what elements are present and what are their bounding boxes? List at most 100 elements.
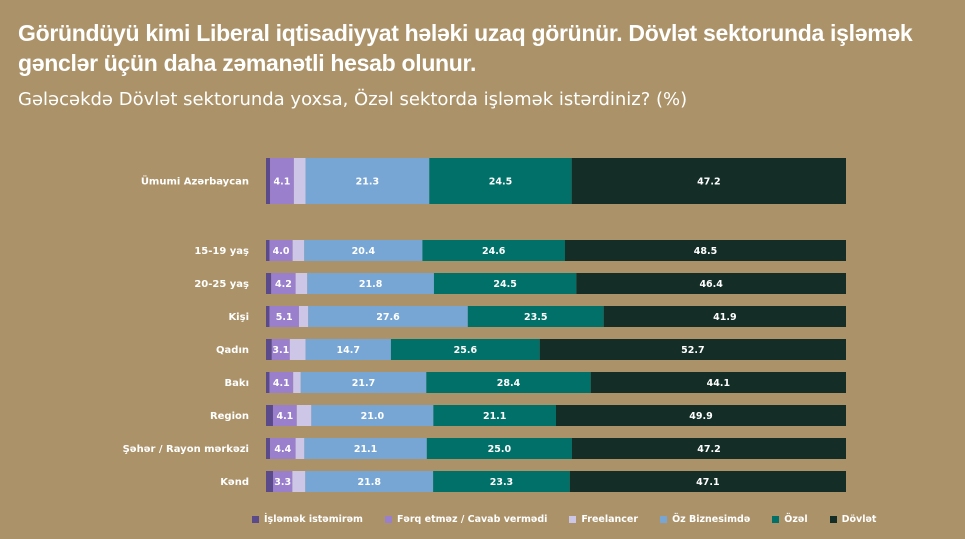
- legend-label: Dövlət: [841, 513, 877, 525]
- category-label: Qadın: [216, 345, 249, 356]
- category-label: Ümumi Azərbaycan: [141, 174, 249, 188]
- bar-segment: [270, 438, 296, 459]
- bar-segment: [307, 273, 434, 294]
- category-label: Region: [210, 411, 249, 422]
- legend-item: Fərq etməz / Cavab vermədi: [384, 513, 548, 525]
- data-label: 21.8: [357, 477, 381, 488]
- bar-segment: [266, 273, 272, 294]
- data-label: 47.1: [696, 477, 719, 488]
- data-label: 52.7: [681, 345, 704, 356]
- bar-segment: [293, 372, 301, 393]
- bar-segment: [433, 471, 570, 492]
- legend-label: Fərq etməz / Cavab vermədi: [396, 513, 548, 525]
- data-label: 47.2: [697, 177, 720, 188]
- bar-segment: [266, 372, 270, 393]
- category-label: 20-25 yaş: [194, 279, 249, 290]
- bar-segment: [266, 240, 270, 261]
- bar-segment: [564, 240, 846, 261]
- data-label: 20.4: [352, 246, 376, 257]
- legend-swatch: [660, 515, 668, 523]
- bar-segment: [422, 240, 565, 261]
- category-label: Kişi: [228, 312, 249, 323]
- data-label: 21.0: [361, 411, 385, 422]
- bar-segment: [556, 405, 846, 426]
- bar-segment: [295, 438, 305, 459]
- bar-segment: [269, 240, 293, 261]
- data-label: 4.2: [275, 279, 292, 290]
- bar-segment: [273, 471, 293, 492]
- data-label: 4.4: [274, 444, 291, 455]
- bar-segment: [426, 372, 591, 393]
- bar-segment: [271, 273, 296, 294]
- data-label: 4.1: [273, 378, 290, 389]
- bar-segment: [433, 273, 577, 294]
- bar-segment: [292, 240, 305, 261]
- bar-segment: [295, 273, 308, 294]
- chart-legend: İşləmək istəmirəm Fərq etməz / Cavab ver…: [252, 512, 876, 526]
- data-label: 4.1: [276, 411, 293, 422]
- bar-segment: [569, 471, 846, 492]
- bar-segment: [266, 306, 270, 327]
- category-label: Bakı: [225, 378, 249, 389]
- bar-segment: [271, 339, 290, 360]
- chart-subtitle: Gələcəkdə Dövlət sektorunda yoxsa, Özəl …: [18, 89, 688, 110]
- data-label: 14.7: [337, 345, 360, 356]
- bar-segment: [305, 471, 434, 492]
- bar-segment: [266, 438, 271, 459]
- legend-label: İşləmək istəmirəm: [264, 513, 363, 525]
- bar-segment: [305, 339, 391, 360]
- data-label: 23.3: [490, 477, 513, 488]
- data-label: 41.9: [713, 312, 736, 323]
- bar-segment: [433, 405, 556, 426]
- data-label: 21.8: [359, 279, 383, 290]
- data-label: 23.5: [524, 312, 547, 323]
- bar-segment: [390, 339, 540, 360]
- legend-item: Öz Biznesimdə: [660, 514, 750, 525]
- data-label: 24.6: [482, 246, 506, 257]
- bar-segment: [308, 306, 468, 327]
- data-label: 25.0: [488, 444, 512, 455]
- bar-segment: [266, 405, 273, 426]
- legend-item: Freelancer: [569, 514, 638, 525]
- legend-item: Özəl: [772, 513, 808, 525]
- data-label: 48.5: [694, 246, 717, 257]
- bar-segment: [603, 306, 846, 327]
- chart-title: Göründüyü kimi Liberal iqtisadiyyat hələ…: [18, 20, 913, 76]
- bar-segment: [311, 405, 434, 426]
- bar-segment: [298, 306, 309, 327]
- legend-swatch: [772, 515, 780, 523]
- bar-segment: [266, 471, 274, 492]
- data-label: 46.4: [699, 279, 723, 290]
- bar-segment: [467, 306, 604, 327]
- data-label: 47.2: [697, 444, 720, 455]
- data-label: 21.1: [483, 411, 506, 422]
- bar-segment: [571, 158, 846, 204]
- bar-segment: [539, 339, 846, 360]
- bar-segment: [571, 438, 846, 459]
- bar-segment: [270, 158, 294, 204]
- bar-segment: [296, 405, 312, 426]
- data-label: 3.3: [274, 477, 291, 488]
- bar-segment: [590, 372, 846, 393]
- legend-swatch: [829, 515, 837, 523]
- data-label: 27.6: [376, 312, 400, 323]
- legend-label: Öz Biznesimdə: [672, 513, 751, 525]
- legend-item: İşləmək istəmirəm: [252, 514, 363, 525]
- data-label: 28.4: [497, 378, 521, 389]
- data-label: 21.3: [356, 177, 379, 188]
- bar-segment: [269, 372, 294, 393]
- bar-segment: [266, 158, 271, 204]
- bar-segment: [300, 372, 427, 393]
- bar-segment: [429, 158, 572, 204]
- data-label: 44.1: [707, 378, 730, 389]
- legend-label: Özəl: [784, 513, 808, 525]
- legend-swatch: [252, 515, 259, 523]
- data-label: 4.1: [274, 177, 291, 188]
- legend-swatch: [384, 515, 392, 523]
- data-label: 24.5: [493, 279, 516, 290]
- legend-label: Freelancer: [581, 513, 639, 525]
- category-label: 15-19 yaş: [194, 246, 249, 257]
- legend-swatch: [569, 515, 577, 523]
- bar-segment: [266, 339, 272, 360]
